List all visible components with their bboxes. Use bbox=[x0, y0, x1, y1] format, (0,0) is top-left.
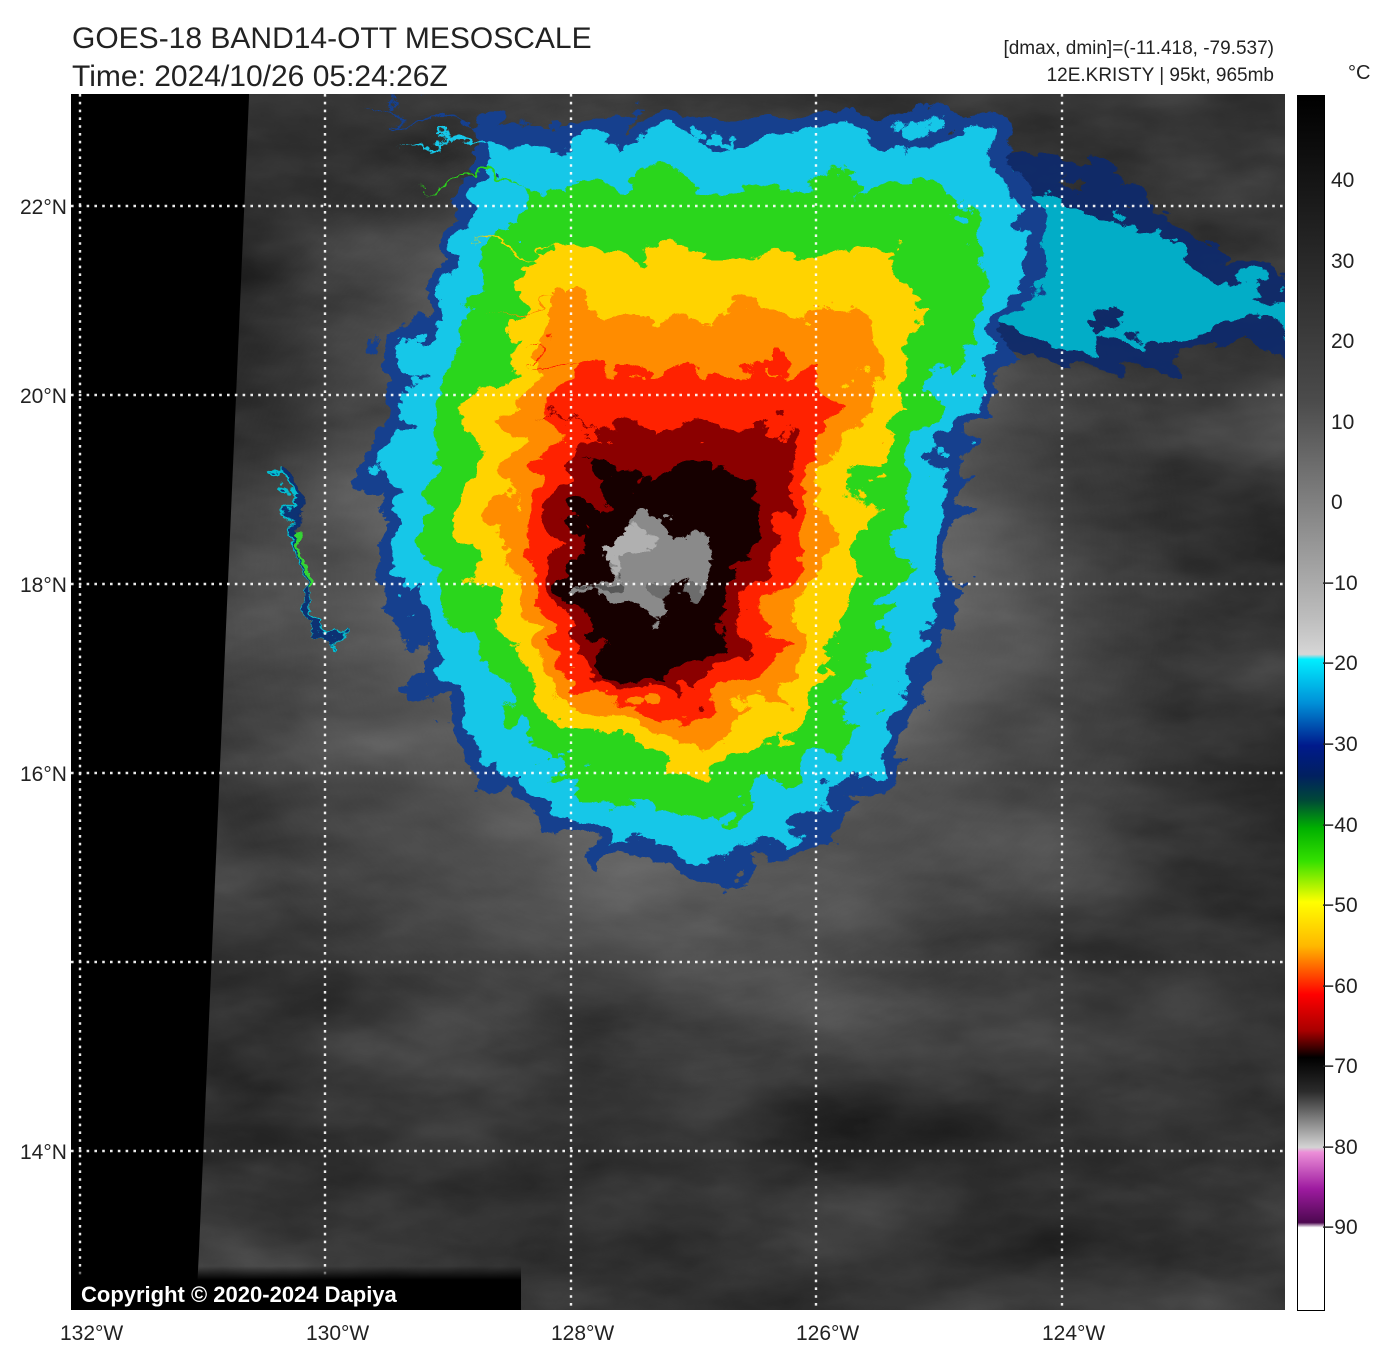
svg-text:Copyright © 2020-2024 Dapiya: Copyright © 2020-2024 Dapiya bbox=[81, 1282, 398, 1307]
